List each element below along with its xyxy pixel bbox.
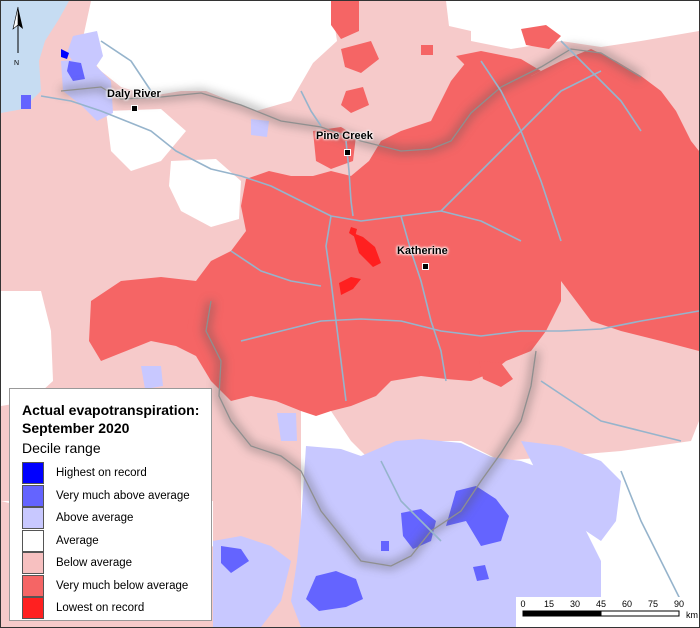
legend-label: Lowest on record [56,602,145,615]
legend-item: Lowest on record [22,597,211,620]
legend-subtitle: Decile range [22,440,101,456]
legend-swatch [22,507,44,530]
legend-items: Highest on record Very much above average… [22,462,211,620]
town-marker-pine-creek [344,149,351,156]
legend-item: Below average [22,552,211,575]
legend-label: Highest on record [56,467,147,480]
town-label-pine-creek: Pine Creek [316,130,373,142]
north-label: N [14,60,19,67]
very-much-below-zones [89,1,699,416]
scale-tick-label: 30 [569,599,581,609]
legend-swatch [22,484,44,507]
town-marker-daly-river [131,105,138,112]
scale-tick-label: 0 [520,599,526,609]
legend-label: Average [56,534,99,547]
sea-area [1,1,69,113]
legend-swatch [22,462,44,485]
legend-swatch [22,529,44,552]
north-arrow-icon [12,6,23,53]
highest-on-record-zone [61,49,69,59]
very-much-above-zones [21,61,509,611]
legend-item: Very much below average [22,574,211,598]
scale-bar-graphic [522,610,680,617]
rivers [40,40,699,602]
legend-label: Below average [56,557,133,570]
legend-swatch [22,597,44,620]
legend-item: Very much above average [22,484,211,508]
town-marker-katherine [422,263,429,270]
legend-swatch [22,552,44,575]
lowest-on-record-zones [339,227,381,295]
legend-label: Very much above average [56,489,190,502]
legend-label: Very much below average [56,579,189,592]
legend-item: Highest on record [22,462,211,485]
scale-bar: 0 15 30 45 60 75 90 km [516,597,699,627]
legend-title: Actual evapotranspiration: September 202… [22,402,200,436]
scale-unit: km [686,610,698,620]
legend-swatch [22,574,44,597]
scale-tick-label: 15 [543,599,555,609]
scale-tick-label: 75 [647,599,659,609]
town-label-daly-river: Daly River [107,88,161,100]
catchment-boundary [60,45,643,570]
scale-tick-label: 45 [595,599,607,609]
town-label-katherine: Katherine [397,245,448,257]
legend-label: Above average [56,512,134,525]
map-legend: Actual evapotranspiration: September 202… [9,388,212,621]
legend-item: Above average [22,507,211,530]
legend-item: Average [22,529,211,553]
scale-tick-label: 60 [621,599,633,609]
scale-tick-label: 90 [673,599,685,609]
